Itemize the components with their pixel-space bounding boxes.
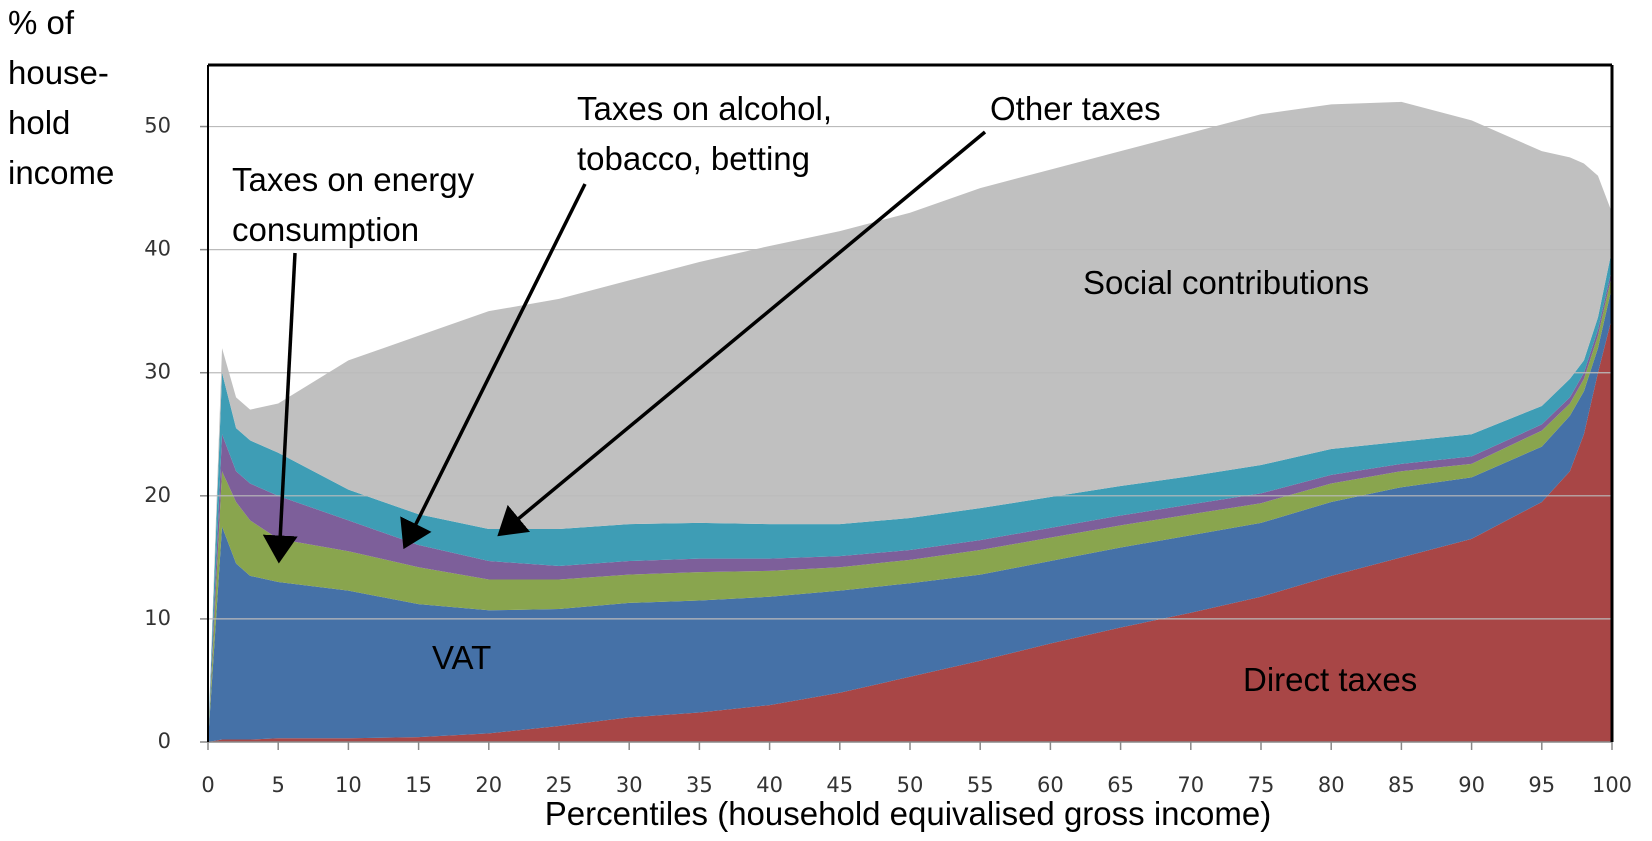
- x-tick-label: 40: [756, 773, 783, 797]
- x-tick-label: 75: [1248, 773, 1275, 797]
- y-tick-label: 20: [144, 483, 171, 507]
- annotation: Social contributions: [1083, 264, 1370, 301]
- x-tick-label: 10: [335, 773, 362, 797]
- area: [208, 101, 1612, 743]
- y-tick-label: 50: [144, 114, 171, 138]
- annotation: Other taxes: [990, 90, 1161, 127]
- x-tick-label: 20: [475, 773, 502, 797]
- x-tick-label: 15: [405, 773, 432, 797]
- x-tick-label: 90: [1458, 773, 1485, 797]
- arrow: [400, 183, 587, 550]
- x-tick-label: 95: [1528, 773, 1555, 797]
- area: [208, 286, 1612, 742]
- y-tick-label: 30: [144, 360, 171, 384]
- annotation: Direct taxes: [1243, 661, 1418, 698]
- y-label-line: income: [8, 154, 115, 191]
- x-tick-label: 35: [686, 773, 713, 797]
- x-tick-label: 100: [1592, 773, 1632, 797]
- x-tick-label: 45: [826, 773, 853, 797]
- x-tick-label: 55: [967, 773, 994, 797]
- arrow: [497, 130, 987, 537]
- x-tick-label: 70: [1177, 773, 1204, 797]
- y-tick-label: 10: [144, 606, 171, 630]
- x-tick-label: 60: [1037, 773, 1064, 797]
- axes: 0 10 20 30 40 50 0 5 10 15 20 25 30 35 40 45 50 55 60 65 70 7…: [144, 63, 1632, 797]
- y-tick-label: 0: [158, 729, 171, 753]
- x-axis-label: Percentiles (household equivalised gross…: [544, 795, 1272, 832]
- x-tick-label: 30: [616, 773, 643, 797]
- annotation: Taxes on energy consumption: [232, 161, 475, 248]
- area: [208, 317, 1612, 742]
- y-tick-label: 40: [144, 237, 171, 261]
- arrow: [262, 252, 298, 564]
- x-tick-label: 0: [201, 773, 214, 797]
- annotation: Taxes on alcohol, tobacco, betting: [577, 90, 832, 177]
- x-tick-label: 5: [272, 773, 285, 797]
- y-axis-label: % of house- hold income: [8, 0, 114, 198]
- x-tick-label: 65: [1107, 773, 1134, 797]
- areas: [208, 101, 1612, 743]
- grid: [208, 125, 1612, 620]
- x-tick-label: 85: [1388, 773, 1415, 797]
- y-label-line: % of: [8, 4, 75, 41]
- y-label-line: hold: [8, 104, 71, 141]
- x-tick-label: 25: [546, 773, 573, 797]
- x-tick-label: 50: [897, 773, 924, 797]
- annotation: VAT: [432, 639, 492, 676]
- x-tick-label: 80: [1318, 773, 1345, 797]
- y-label-line: house-: [8, 54, 109, 91]
